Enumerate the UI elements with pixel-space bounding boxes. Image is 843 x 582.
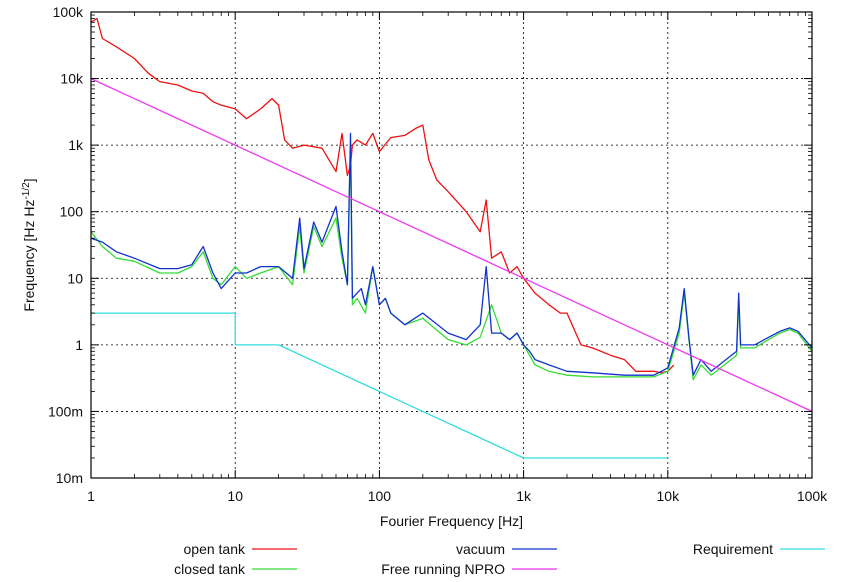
legend-label-free-running-npro: Free running NPRO — [381, 561, 505, 577]
legend: open tank closed tank vacuum Free running N… — [174, 541, 825, 577]
plot-frame — [90, 11, 813, 479]
series-line-open-tank — [90, 17, 675, 374]
series-layer — [90, 17, 813, 459]
legend-label-open-tank: open tank — [184, 541, 246, 557]
y-tick-label: 100k — [53, 4, 84, 20]
legend-label-closed-tank: closed tank — [174, 561, 246, 577]
y-tick-label: 10m — [56, 470, 83, 486]
y-tick-label: 100 — [60, 204, 84, 220]
series-line-closed-tank — [90, 144, 813, 381]
x-tick-label: 1k — [516, 488, 532, 504]
x-axis-ticks: 1 10 100 1k 10k 100k — [87, 12, 828, 504]
legend-label-requirement: Requirement — [693, 541, 773, 557]
y-tick-label: 1 — [75, 337, 83, 353]
x-tick-label: 100 — [368, 488, 392, 504]
series-line-vacuum — [90, 132, 813, 376]
y-axis-label-main: Frequency [Hz Hz — [21, 200, 37, 312]
legend-label-vacuum: vacuum — [456, 541, 505, 557]
x-tick-label: 10 — [227, 488, 243, 504]
series-line-requirement — [91, 312, 668, 459]
x-tick-label: 10k — [657, 488, 681, 504]
y-axis-ticks: 10m 100m 1 10 100 1k 10k 100k — [48, 4, 812, 486]
x-tick-label: 100k — [797, 488, 828, 504]
y-axis-label-sup: -1/2 — [21, 182, 32, 200]
grid-lines — [91, 12, 812, 478]
x-axis-label: Fourier Frequency [Hz] — [380, 513, 523, 529]
y-tick-label: 1k — [68, 137, 84, 153]
y-tick-label: 100m — [48, 403, 83, 419]
y-axis-label: Frequency [Hz Hz-1/2] — [21, 178, 38, 311]
y-axis-label-end: ] — [21, 178, 37, 182]
y-tick-label: 10 — [67, 270, 83, 286]
y-tick-label: 10k — [60, 71, 84, 87]
series-line-free-running-npro — [90, 78, 813, 412]
x-tick-label: 1 — [87, 488, 95, 504]
